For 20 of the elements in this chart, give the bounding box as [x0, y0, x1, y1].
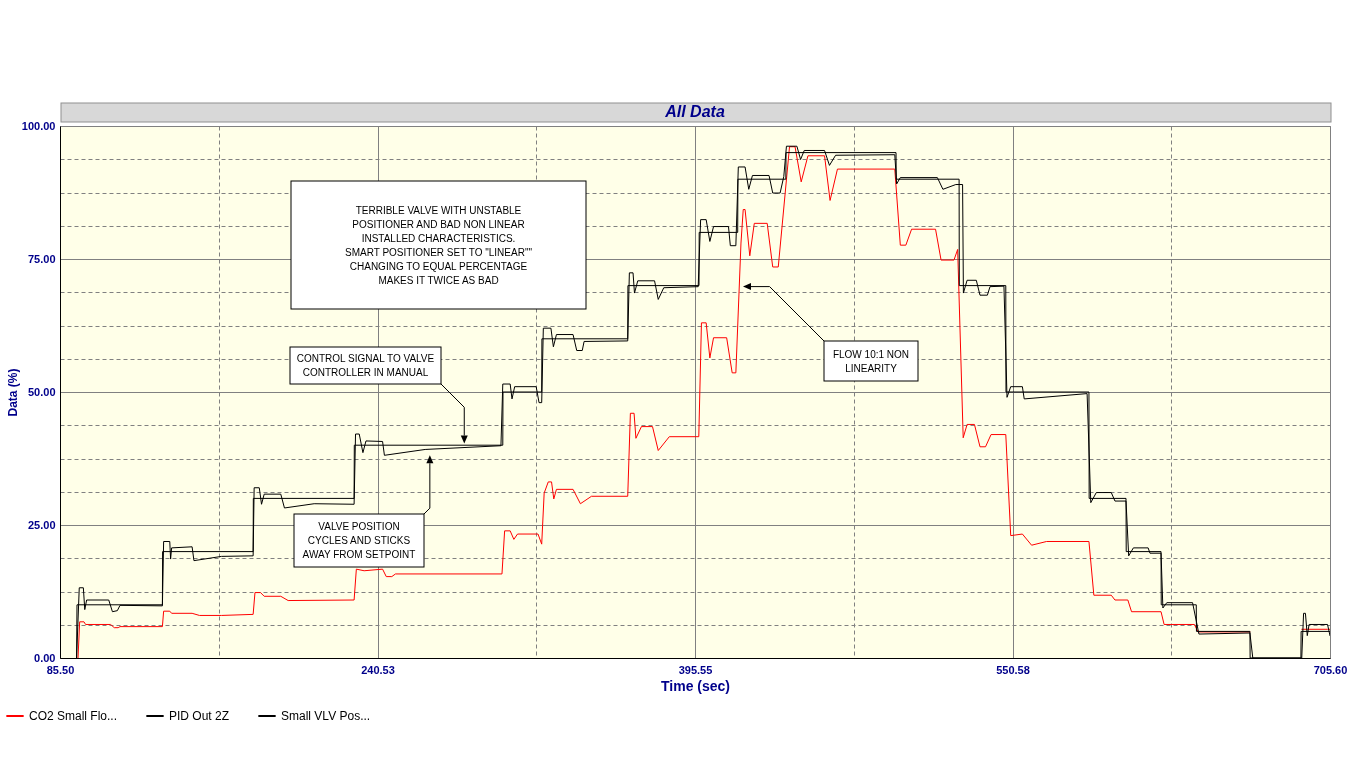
annotation: CONTROL SIGNAL TO VALVE CONTROLLER IN MANUAL: [296, 353, 435, 378]
x-tick-label: 395.55: [678, 663, 713, 676]
x-tick-label: 240.53: [361, 663, 395, 676]
y-axis-title: Data (%): [5, 368, 20, 417]
annotation: FLOW 10:1 NON LINEARITY: [832, 348, 910, 374]
y-tick-label: 50.00: [27, 385, 56, 398]
y-tick-label: 75.00: [27, 252, 56, 265]
y-tick-label: 0.00: [34, 651, 56, 664]
chart-title: All Data: [664, 103, 725, 120]
x-tick-label: 705.60: [1313, 663, 1348, 676]
annotation: VALVE POSITION CYCLES AND STICKS AWAY FROM SETPOINT: [302, 521, 416, 560]
x-tick-label: 550.58: [996, 663, 1030, 676]
y-tick-label: 25.00: [27, 518, 56, 531]
x-axis-title: Time (sec): [661, 677, 730, 694]
x-tick-label: 85.50: [46, 663, 75, 676]
legend-label: Small VLV Pos...: [281, 709, 371, 723]
annotation: TERRIBLE VALVE WITH UNSTABLE POSITIONER AND BAD NON LINEAR INSTALLED CHARACTERISTICS. SMART POSITIONER SET TO "LINEAR"" CHANGING TO EQUAL PERCENTAGE MAKES IT TWICE AS BAD: [345, 204, 533, 286]
y-tick-label: 100.00: [21, 119, 56, 132]
legend-label: CO2 Small Flo...: [29, 709, 118, 723]
legend-label: PID Out 2Z: [169, 709, 230, 723]
